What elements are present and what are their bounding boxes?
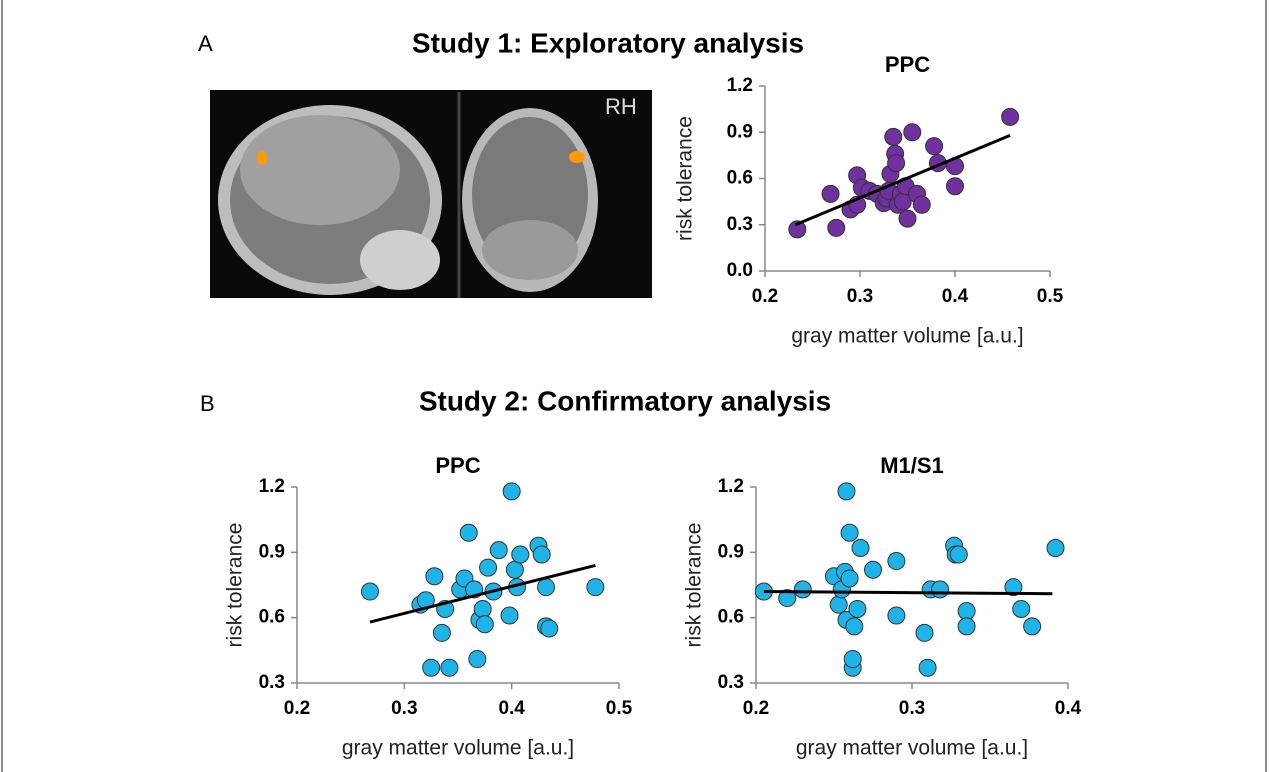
data-point — [888, 553, 905, 570]
data-point — [794, 581, 811, 598]
image-label: RH — [605, 94, 637, 119]
x-tick-label: 0.5 — [1037, 286, 1064, 307]
x-tick-label: 0.5 — [606, 698, 633, 719]
data-point — [849, 600, 866, 617]
data-point — [474, 600, 491, 617]
data-point — [533, 546, 550, 563]
panel-heading: Study 2: Confirmatory analysis — [419, 385, 831, 416]
brain-image: RH — [210, 90, 652, 298]
data-point — [441, 659, 458, 676]
x-tick-label: 0.3 — [391, 698, 417, 719]
y-tick-label: 0.9 — [718, 541, 744, 562]
chart-title: PPC — [885, 52, 930, 77]
y-tick-label: 0.9 — [259, 541, 285, 562]
data-point — [885, 128, 902, 145]
data-point — [838, 483, 855, 500]
data-point — [865, 561, 882, 578]
data-point — [852, 539, 869, 556]
y-tick-label: 0.9 — [727, 121, 753, 142]
data-point — [913, 196, 930, 213]
data-point — [541, 620, 558, 637]
panel-letter: B — [200, 391, 215, 416]
x-tick-label: 0.3 — [847, 286, 873, 307]
y-tick-label: 0.6 — [718, 607, 744, 628]
data-point — [469, 651, 486, 668]
data-point — [926, 138, 943, 155]
page: A Study 1: Exploratory analysis B Study … — [0, 0, 1269, 772]
data-point — [904, 124, 921, 141]
chart-title: PPC — [435, 453, 480, 478]
data-point — [841, 524, 858, 541]
y-axis-label: risk tolerance — [224, 523, 247, 648]
y-tick-label: 1.2 — [718, 476, 744, 497]
data-point — [1024, 618, 1041, 635]
data-point — [503, 483, 520, 500]
data-point — [888, 607, 905, 624]
data-point — [841, 570, 858, 587]
data-point — [932, 581, 949, 598]
data-point — [958, 618, 975, 635]
x-tick-label: 0.4 — [498, 698, 525, 719]
data-point — [506, 561, 523, 578]
data-point — [844, 651, 861, 668]
panel-heading: Study 1: Exploratory analysis — [412, 27, 804, 58]
figure: A Study 1: Exploratory analysis B Study … — [0, 0, 1269, 772]
y-axis-label: risk tolerance — [674, 116, 697, 241]
data-point — [1013, 600, 1030, 617]
data-point — [361, 583, 378, 600]
y-tick-label: 0.6 — [727, 168, 753, 189]
data-point — [587, 579, 604, 596]
data-point — [476, 616, 493, 633]
data-point — [822, 185, 839, 202]
panel-letter: A — [198, 31, 213, 56]
data-point — [899, 210, 916, 227]
data-point — [830, 596, 847, 613]
data-point — [846, 618, 863, 635]
data-point — [919, 659, 936, 676]
x-axis-label: gray matter volume [a.u.] — [796, 737, 1028, 760]
y-tick-label: 0.3 — [718, 672, 744, 693]
y-tick-label: 0.0 — [727, 260, 753, 281]
data-point — [433, 624, 450, 641]
x-axis-label: gray matter volume [a.u.] — [791, 325, 1023, 348]
data-point — [950, 546, 967, 563]
x-tick-label: 0.2 — [743, 698, 769, 719]
x-tick-label: 0.4 — [1055, 698, 1082, 719]
x-tick-label: 0.4 — [942, 286, 969, 307]
x-tick-label: 0.3 — [899, 698, 925, 719]
data-point — [888, 155, 905, 172]
y-tick-label: 1.2 — [259, 476, 285, 497]
data-point — [480, 559, 497, 576]
y-axis-label: risk tolerance — [683, 523, 706, 648]
data-point — [538, 579, 555, 596]
data-point — [1047, 539, 1064, 556]
data-point — [501, 607, 518, 624]
y-tick-label: 0.3 — [259, 672, 285, 693]
data-point — [828, 219, 845, 236]
data-point — [490, 542, 507, 559]
chart-title: M1/S1 — [880, 453, 944, 478]
data-point — [423, 659, 440, 676]
data-point — [426, 568, 443, 585]
data-point — [1002, 108, 1019, 125]
x-tick-label: 0.2 — [284, 698, 310, 719]
y-tick-label: 1.2 — [727, 75, 753, 96]
data-point — [916, 624, 933, 641]
y-tick-label: 0.3 — [727, 214, 753, 235]
data-point — [958, 603, 975, 620]
data-point — [460, 524, 477, 541]
x-axis-label: gray matter volume [a.u.] — [342, 737, 574, 760]
data-point — [947, 178, 964, 195]
y-tick-label: 0.6 — [259, 607, 285, 628]
data-point — [512, 546, 529, 563]
x-tick-label: 0.2 — [752, 286, 778, 307]
